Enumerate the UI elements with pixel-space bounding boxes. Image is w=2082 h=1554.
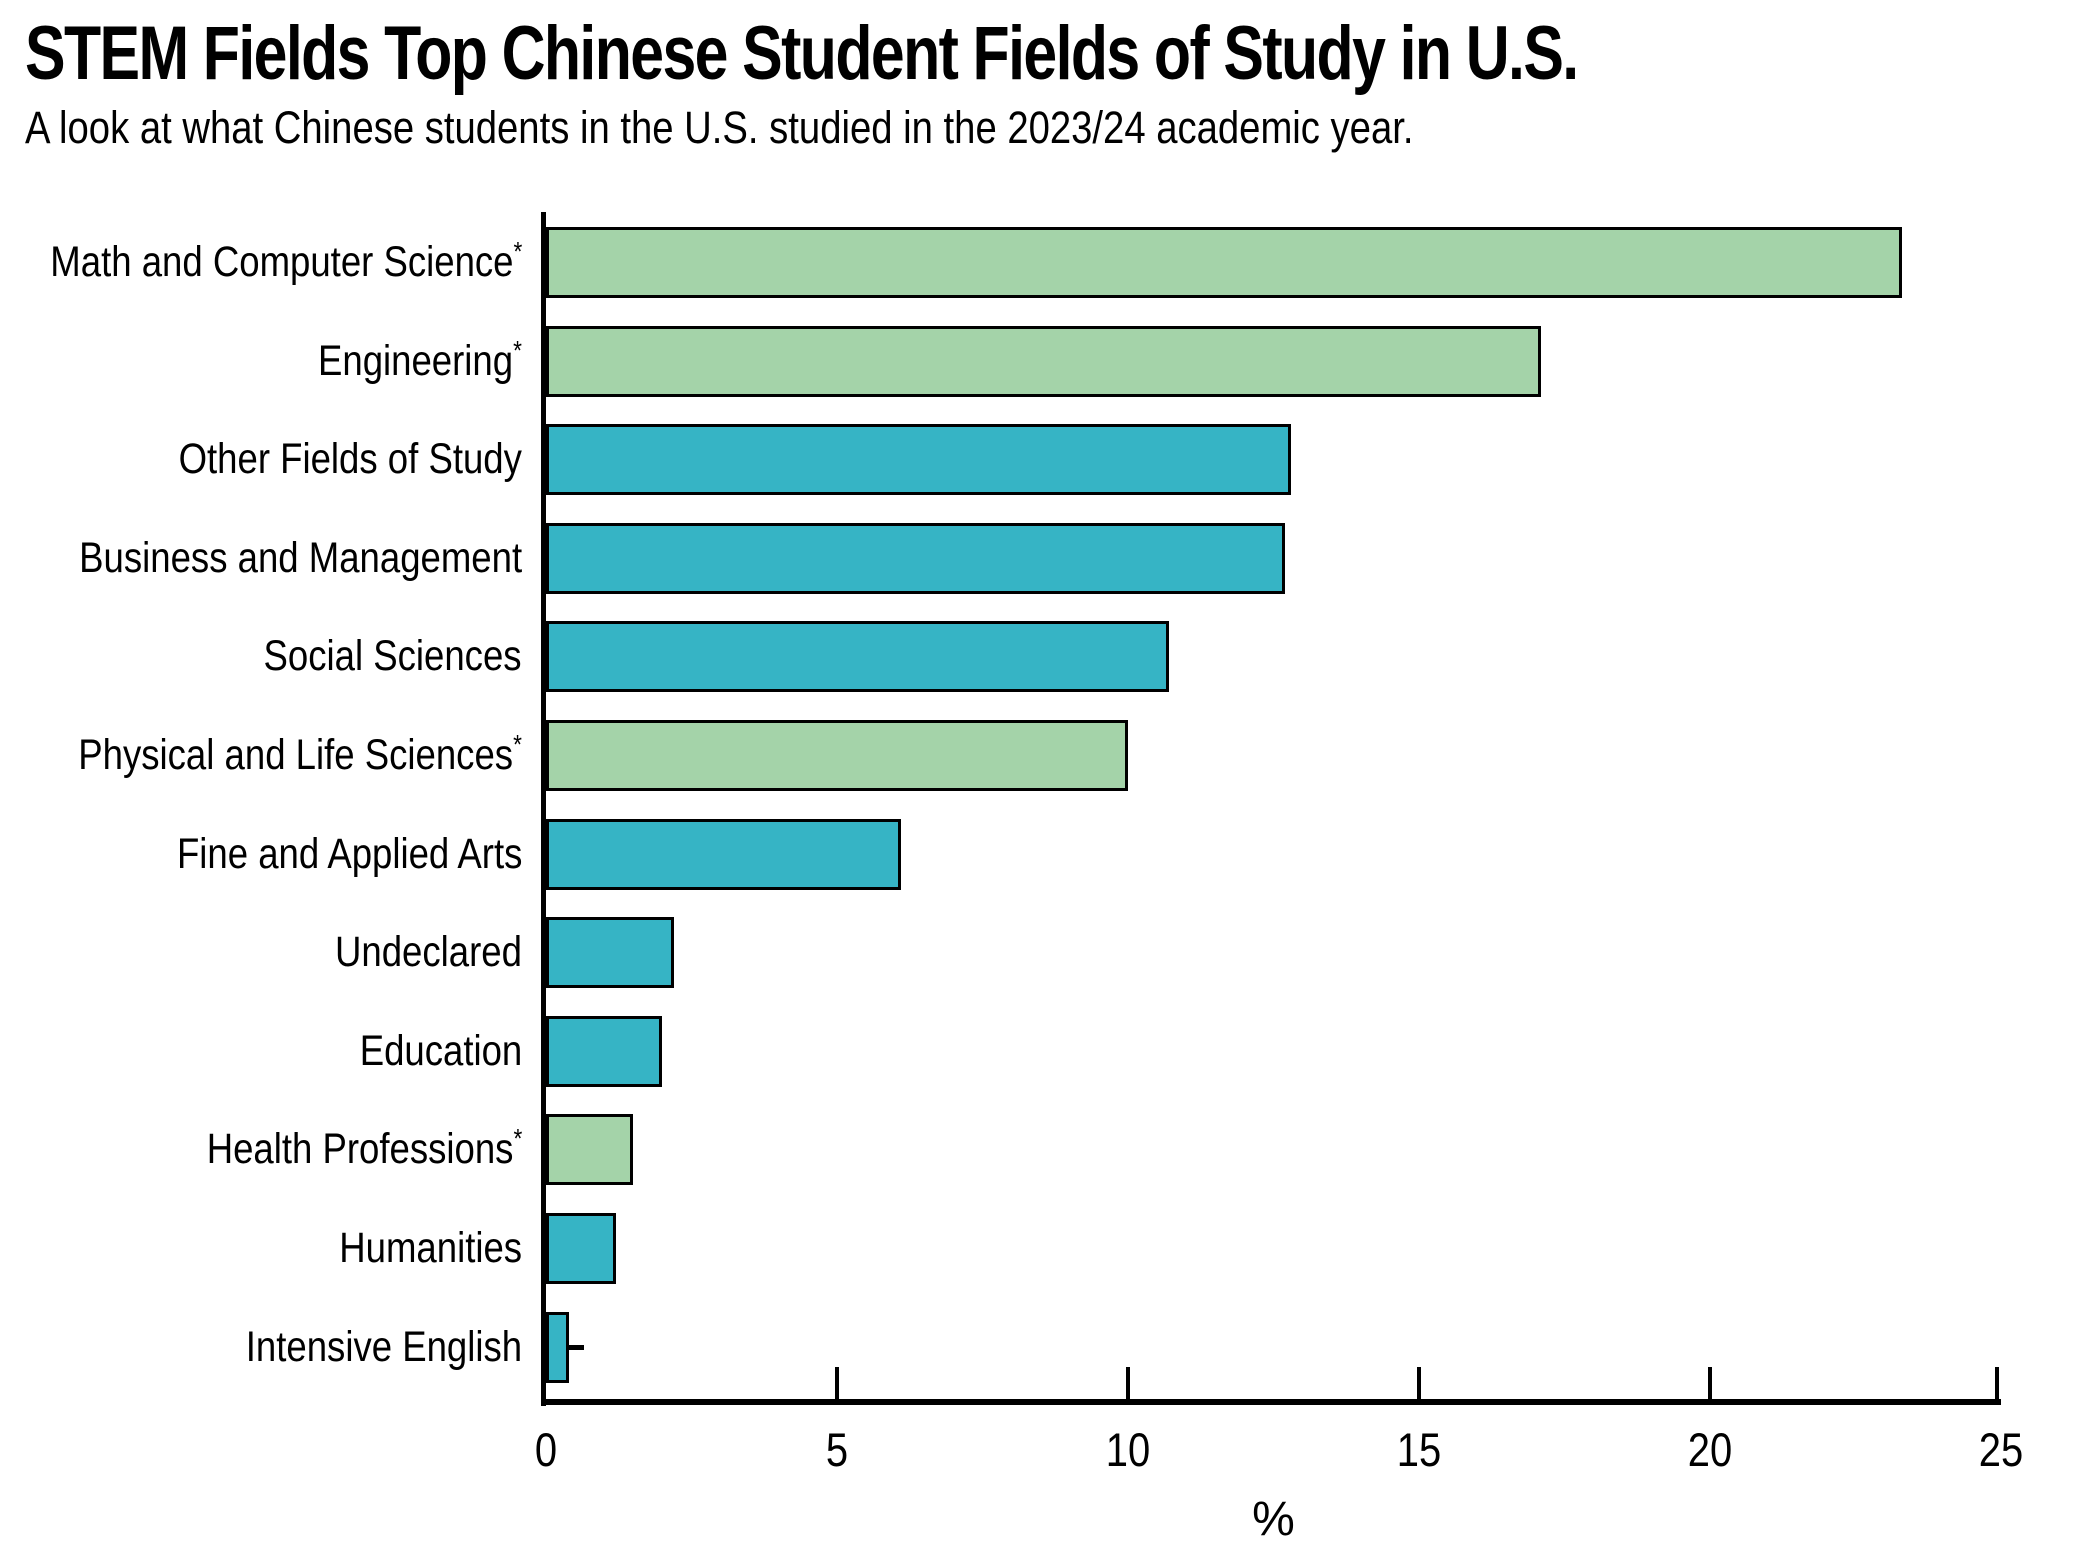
bar-humanities xyxy=(546,1213,616,1284)
chart-subtitle: A look at what Chinese students in the U… xyxy=(25,102,1414,153)
x-tick-mark xyxy=(835,1367,839,1399)
x-tick-mark xyxy=(1708,1367,1712,1399)
category-label: Health Professions* xyxy=(206,1124,522,1174)
category-label: Physical and Life Sciences* xyxy=(78,729,522,779)
stem-asterisk: * xyxy=(513,236,522,267)
x-axis-line xyxy=(541,1399,2001,1405)
bar-math-and-computer-science xyxy=(546,227,1902,298)
x-tick-label: 5 xyxy=(825,1423,849,1476)
x-tick-label: 0 xyxy=(534,1423,558,1476)
y-axis-line xyxy=(541,212,546,1406)
category-label: Education xyxy=(359,1026,522,1075)
bar-intensive-english xyxy=(546,1311,569,1383)
category-label: Social Sciences xyxy=(263,632,522,681)
bar-fine-and-applied-arts xyxy=(546,818,901,890)
bar-undeclared xyxy=(546,917,674,989)
stem-asterisk: * xyxy=(513,729,522,760)
stem-asterisk: * xyxy=(513,1124,522,1155)
stem-asterisk: * xyxy=(513,335,522,366)
x-tick-label: 10 xyxy=(1105,1423,1151,1476)
category-label: Undeclared xyxy=(335,928,522,977)
bar-other-fields-of-study xyxy=(546,424,1291,496)
category-label: Fine and Applied Arts xyxy=(176,829,522,878)
x-tick-label: 20 xyxy=(1687,1423,1733,1476)
category-label: Business and Management xyxy=(79,533,522,582)
bar-social-sciences xyxy=(546,621,1169,693)
x-tick-label: 25 xyxy=(1978,1423,2024,1476)
x-tick-mark xyxy=(1417,1367,1421,1399)
x-axis-label: % xyxy=(1252,1493,1295,1546)
category-label: Humanities xyxy=(339,1224,522,1272)
bar-health-professions xyxy=(546,1114,633,1186)
category-label: Intensive English xyxy=(245,1322,522,1371)
bar-physical-and-life-sciences xyxy=(546,720,1128,791)
category-label: Other Fields of Study xyxy=(178,435,522,484)
category-label: Math and Computer Science* xyxy=(49,236,522,286)
bar-business-and-management xyxy=(546,522,1285,594)
x-tick-mark xyxy=(1126,1367,1130,1399)
bar-education xyxy=(546,1015,662,1087)
category-label: Engineering* xyxy=(318,335,522,385)
x-tick-label: 15 xyxy=(1396,1423,1442,1476)
chart-title: STEM Fields Top Chinese Student Fields o… xyxy=(25,11,1579,96)
bar-engineering xyxy=(546,325,1541,397)
x-tick-mark xyxy=(1995,1367,1999,1399)
